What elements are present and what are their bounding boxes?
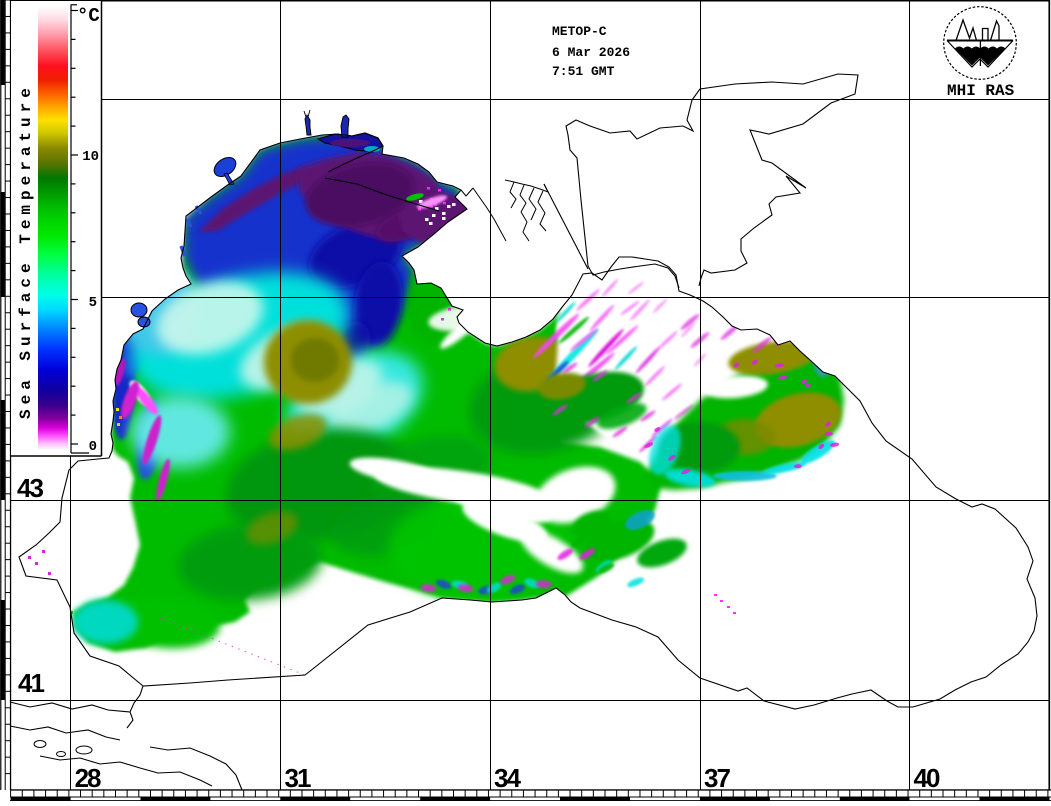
svg-text:43: 43 (17, 473, 43, 503)
svg-text:Sea Surface Temperature: Sea Surface Temperature (17, 83, 35, 419)
svg-text:10: 10 (82, 149, 99, 165)
svg-text:0: 0 (89, 439, 97, 455)
svg-text:5: 5 (89, 295, 97, 311)
svg-text:41: 41 (18, 668, 44, 698)
svg-text:MHI RAS: MHI RAS (947, 82, 1015, 100)
svg-text:7:51 GMT: 7:51 GMT (552, 64, 615, 79)
svg-text:31: 31 (285, 763, 311, 793)
svg-text:6 Mar 2026: 6 Mar 2026 (552, 45, 630, 60)
svg-text:40: 40 (914, 763, 940, 793)
svg-text:METOP-C: METOP-C (552, 24, 607, 39)
svg-text:37: 37 (704, 763, 730, 793)
svg-text:28: 28 (75, 763, 101, 793)
svg-text:°C: °C (77, 5, 100, 27)
svg-text:34: 34 (494, 763, 521, 793)
